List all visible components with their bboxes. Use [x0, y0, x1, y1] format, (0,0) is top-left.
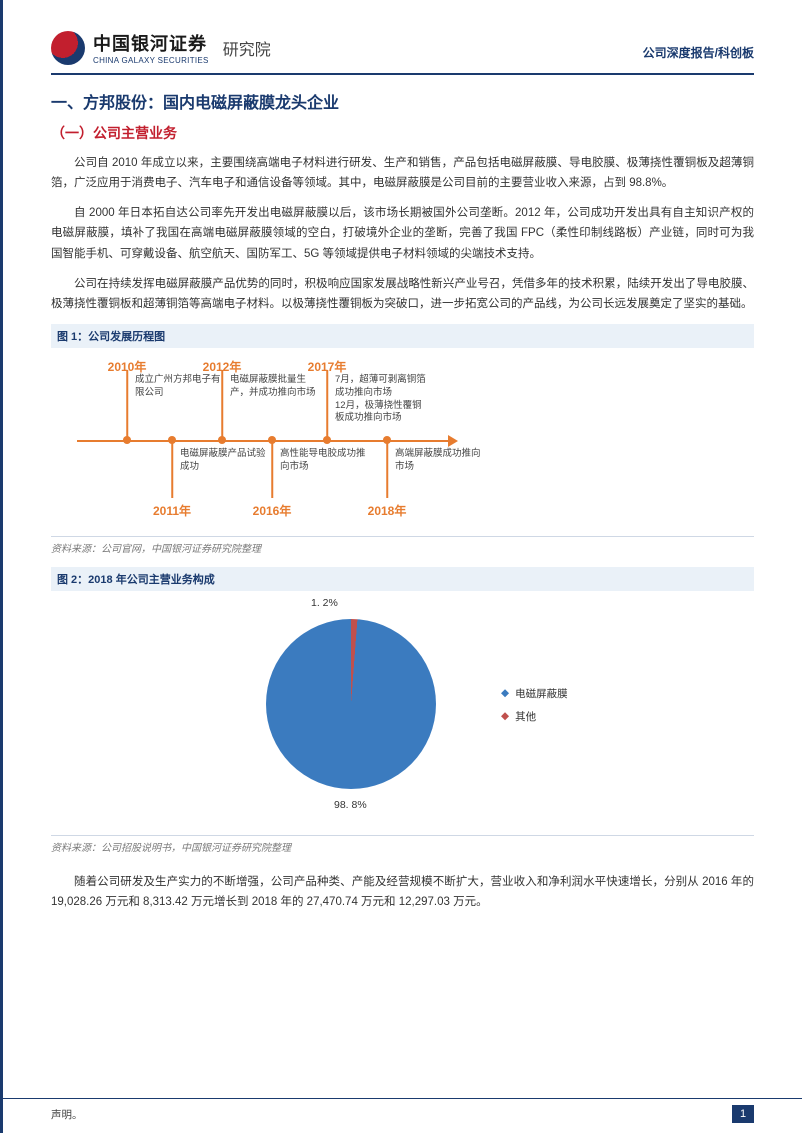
timeline-year: 2012年	[203, 358, 242, 375]
section-heading-1: 一、方邦股份：国内电磁屏蔽膜龙头企业	[51, 89, 754, 113]
figure-1-timeline: 2010年成立广州方邦电子有限公司2012年电磁屏蔽膜批量生产，并成功推向市场2…	[51, 348, 754, 532]
body-paragraph: 公司在持续发挥电磁屏蔽膜产品优势的同时，积极响应国家发展战略性新兴产业号召，凭借…	[51, 274, 754, 314]
company-logo-block: 中国银河证券 CHINA GALAXY SECURITIES 研究院	[51, 30, 271, 65]
report-category: 公司深度报告/科创板	[643, 44, 754, 61]
body-paragraph: 自 2000 年日本拓自达公司率先开发出电磁屏蔽膜以后，该市场长期被国外公司垄断…	[51, 203, 754, 263]
page-header: 中国银河证券 CHINA GALAXY SECURITIES 研究院 公司深度报…	[51, 30, 754, 75]
section-heading-2: （一）公司主营业务	[51, 123, 754, 143]
page-number: 1	[732, 1105, 754, 1123]
legend-label: 其他	[515, 709, 536, 724]
figure-2-pie-chart: 1. 2% 98. 8% ◆ 电磁屏蔽膜 ◆ 其他	[51, 591, 754, 831]
figure-2-title: 图 2：2018 年公司主营业务构成	[51, 567, 754, 591]
timeline-event-text: 7月，超薄可剥离铜箔成功推向市场 12月，极薄挠性覆铜板成功推向市场	[335, 374, 427, 425]
timeline-year: 2011年	[153, 502, 191, 519]
company-name-cn: 中国银河证券	[93, 30, 209, 56]
company-name-en: CHINA GALAXY SECURITIES	[93, 56, 209, 65]
timeline-event-text: 电磁屏蔽膜批量生产，并成功推向市场	[230, 374, 322, 400]
institute-name: 研究院	[223, 36, 271, 60]
footer-disclaimer: 声明。	[51, 1107, 83, 1122]
timeline-event-text: 高性能导电胶成功推向市场	[280, 448, 372, 474]
figure-2-source: 资料来源：公司招股说明书，中国银河证券研究院整理	[51, 835, 754, 854]
figure-1-title: 图 1：公司发展历程图	[51, 324, 754, 348]
timeline-event-text: 电磁屏蔽膜产品试验成功	[180, 448, 272, 474]
timeline-year: 2018年	[368, 502, 407, 519]
pie-legend: ◆ 电磁屏蔽膜 ◆ 其他	[501, 686, 568, 732]
timeline-year: 2010年	[108, 358, 147, 375]
timeline-year: 2016年	[253, 502, 292, 519]
legend-label: 电磁屏蔽膜	[515, 686, 568, 701]
body-paragraph: 随着公司研发及生产实力的不断增强，公司产品种类、产能及经营规模不断扩大，营业收入…	[51, 872, 754, 912]
timeline-event-text: 高端屏蔽膜成功推向市场	[395, 448, 487, 474]
pie-label-other: 1. 2%	[311, 597, 338, 609]
legend-item: ◆ 其他	[501, 709, 568, 724]
galaxy-logo-icon	[51, 31, 85, 65]
pie-label-main: 98. 8%	[334, 799, 367, 811]
page-footer: 声明。 1	[3, 1098, 802, 1133]
figure-1-source: 资料来源：公司官网，中国银河证券研究院整理	[51, 536, 754, 555]
timeline-year: 2017年	[308, 358, 347, 375]
legend-item: ◆ 电磁屏蔽膜	[501, 686, 568, 701]
legend-bullet-icon: ◆	[501, 710, 509, 722]
legend-bullet-icon: ◆	[501, 687, 509, 699]
timeline-event-text: 成立广州方邦电子有限公司	[135, 374, 227, 400]
body-paragraph: 公司自 2010 年成立以来，主要围绕高端电子材料进行研发、生产和销售，产品包括…	[51, 153, 754, 193]
